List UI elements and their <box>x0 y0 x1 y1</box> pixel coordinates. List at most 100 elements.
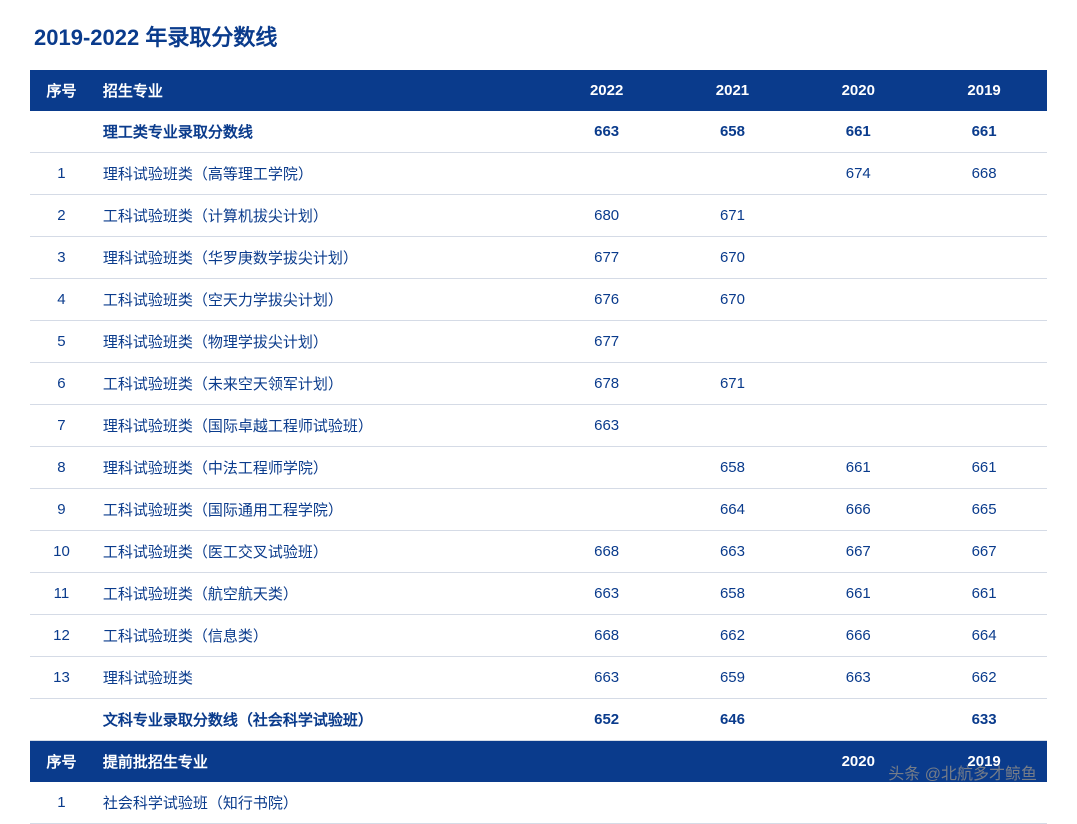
cell-idx: 1 <box>30 782 93 824</box>
cell-y2022: 668 <box>544 531 670 573</box>
cell-idx: 9 <box>30 489 93 531</box>
cell-major: 工科试验班类（信息类） <box>93 615 544 657</box>
cell-y2019: 662 <box>921 657 1047 699</box>
col-header-2019: 2019 <box>921 70 1047 111</box>
cell-y2021 <box>670 321 796 363</box>
cell-y2020 <box>795 363 921 405</box>
cell-idx: 7 <box>30 405 93 447</box>
cell-y2021 <box>670 782 796 824</box>
table-row: 1理科试验班类（高等理工学院）674668 <box>30 153 1047 195</box>
cell-y2019 <box>921 321 1047 363</box>
cell-y2022: 663 <box>544 657 670 699</box>
cell-y2020: 663 <box>795 657 921 699</box>
cell-major: 工科试验班类（医工交叉试验班） <box>93 531 544 573</box>
cell-idx: 12 <box>30 615 93 657</box>
table-row: 2工科试验班类（计算机拔尖计划）680671 <box>30 195 1047 237</box>
cell-y2019 <box>921 237 1047 279</box>
cell-y2019: 661 <box>921 111 1047 153</box>
cell-y2019 <box>921 405 1047 447</box>
cell-major: 工科试验班类（未来空天领军计划） <box>93 363 544 405</box>
cell-y2019: 661 <box>921 573 1047 615</box>
cell-y2019: 664 <box>921 615 1047 657</box>
cell-idx: 13 <box>30 657 93 699</box>
watermark: 头条 @北航多才鲸鱼 <box>888 760 1037 784</box>
cell-y2020 <box>795 279 921 321</box>
col-header-index: 序号 <box>30 70 93 111</box>
cell-y2021 <box>670 153 796 195</box>
admission-score-table: 序号 招生专业 2022 2021 2020 2019 理工类专业录取分数线 66… <box>30 70 1047 824</box>
cell-y2020: 666 <box>795 615 921 657</box>
cell-y2019: 667 <box>921 531 1047 573</box>
table-header-row: 序号 招生专业 2022 2021 2020 2019 <box>30 70 1047 111</box>
cell-y2021: 670 <box>670 237 796 279</box>
cell-y2020: 666 <box>795 489 921 531</box>
cell-y2020 <box>795 699 921 741</box>
cell-y2020: 661 <box>795 573 921 615</box>
table-row: 13理科试验班类663659663662 <box>30 657 1047 699</box>
table-row: 8理科试验班类（中法工程师学院）658661661 <box>30 447 1047 489</box>
cell-idx: 5 <box>30 321 93 363</box>
cell-y2022 <box>544 447 670 489</box>
cell-major: 理科试验班类（物理学拔尖计划） <box>93 321 544 363</box>
cell-y2022: 676 <box>544 279 670 321</box>
cell-y2019: 665 <box>921 489 1047 531</box>
cell-y2019 <box>921 363 1047 405</box>
cell-idx: 10 <box>30 531 93 573</box>
col-header-2020: 2020 <box>795 70 921 111</box>
cell-major: 工科试验班类（航空航天类） <box>93 573 544 615</box>
cell-y2021: 671 <box>670 195 796 237</box>
cell-major: 理科试验班类（中法工程师学院） <box>93 447 544 489</box>
cell-y2021: 670 <box>670 279 796 321</box>
cell-idx: 8 <box>30 447 93 489</box>
table-row: 7理科试验班类（国际卓越工程师试验班）663 <box>30 405 1047 447</box>
cell-y2022 <box>544 153 670 195</box>
cell-y2021: 671 <box>670 363 796 405</box>
cell-y2020 <box>795 782 921 824</box>
cell-y2019 <box>921 782 1047 824</box>
col-header-major: 招生专业 <box>93 70 544 111</box>
table-row: 11工科试验班类（航空航天类）663658661661 <box>30 573 1047 615</box>
table-row: 6工科试验班类（未来空天领军计划）678671 <box>30 363 1047 405</box>
cell-y2021 <box>670 741 796 783</box>
cell-major: 理工类专业录取分数线 <box>93 111 544 153</box>
cell-major: 工科试验班类（计算机拔尖计划） <box>93 195 544 237</box>
cell-y2022 <box>544 741 670 783</box>
cell-idx: 11 <box>30 573 93 615</box>
cell-major: 理科试验班类（国际卓越工程师试验班） <box>93 405 544 447</box>
cell-y2020: 667 <box>795 531 921 573</box>
cell-major: 理科试验班类（华罗庚数学拔尖计划） <box>93 237 544 279</box>
cell-y2022: 663 <box>544 405 670 447</box>
cell-major: 工科试验班类（国际通用工程学院） <box>93 489 544 531</box>
cell-y2021: 659 <box>670 657 796 699</box>
cell-y2020 <box>795 321 921 363</box>
cell-idx <box>30 699 93 741</box>
cell-y2022: 677 <box>544 237 670 279</box>
cell-major: 社会科学试验班（知行书院） <box>93 782 544 824</box>
table-row: 文科专业录取分数线（社会科学试验班）652646633 <box>30 699 1047 741</box>
cell-y2020 <box>795 405 921 447</box>
cell-major: 理科试验班类 <box>93 657 544 699</box>
cell-major: 文科专业录取分数线（社会科学试验班） <box>93 699 544 741</box>
cell-y2020 <box>795 195 921 237</box>
cell-y2021: 646 <box>670 699 796 741</box>
cell-y2022: 652 <box>544 699 670 741</box>
cell-y2019: 668 <box>921 153 1047 195</box>
cell-y2019 <box>921 279 1047 321</box>
cell-y2021: 658 <box>670 111 796 153</box>
cell-idx <box>30 111 93 153</box>
cell-y2021 <box>670 405 796 447</box>
cell-y2022 <box>544 489 670 531</box>
cell-y2021: 658 <box>670 447 796 489</box>
cell-y2020: 661 <box>795 111 921 153</box>
cell-y2022: 668 <box>544 615 670 657</box>
cell-y2022: 677 <box>544 321 670 363</box>
cell-y2022: 663 <box>544 573 670 615</box>
cell-y2019 <box>921 195 1047 237</box>
cell-idx: 2 <box>30 195 93 237</box>
table-row: 10工科试验班类（医工交叉试验班）668663667667 <box>30 531 1047 573</box>
col-header-2021: 2021 <box>670 70 796 111</box>
page-title: 2019-2022 年录取分数线 <box>30 20 1047 52</box>
cell-y2020: 674 <box>795 153 921 195</box>
table-body: 理工类专业录取分数线6636586616611理科试验班类（高等理工学院）674… <box>30 111 1047 824</box>
cell-y2022: 678 <box>544 363 670 405</box>
